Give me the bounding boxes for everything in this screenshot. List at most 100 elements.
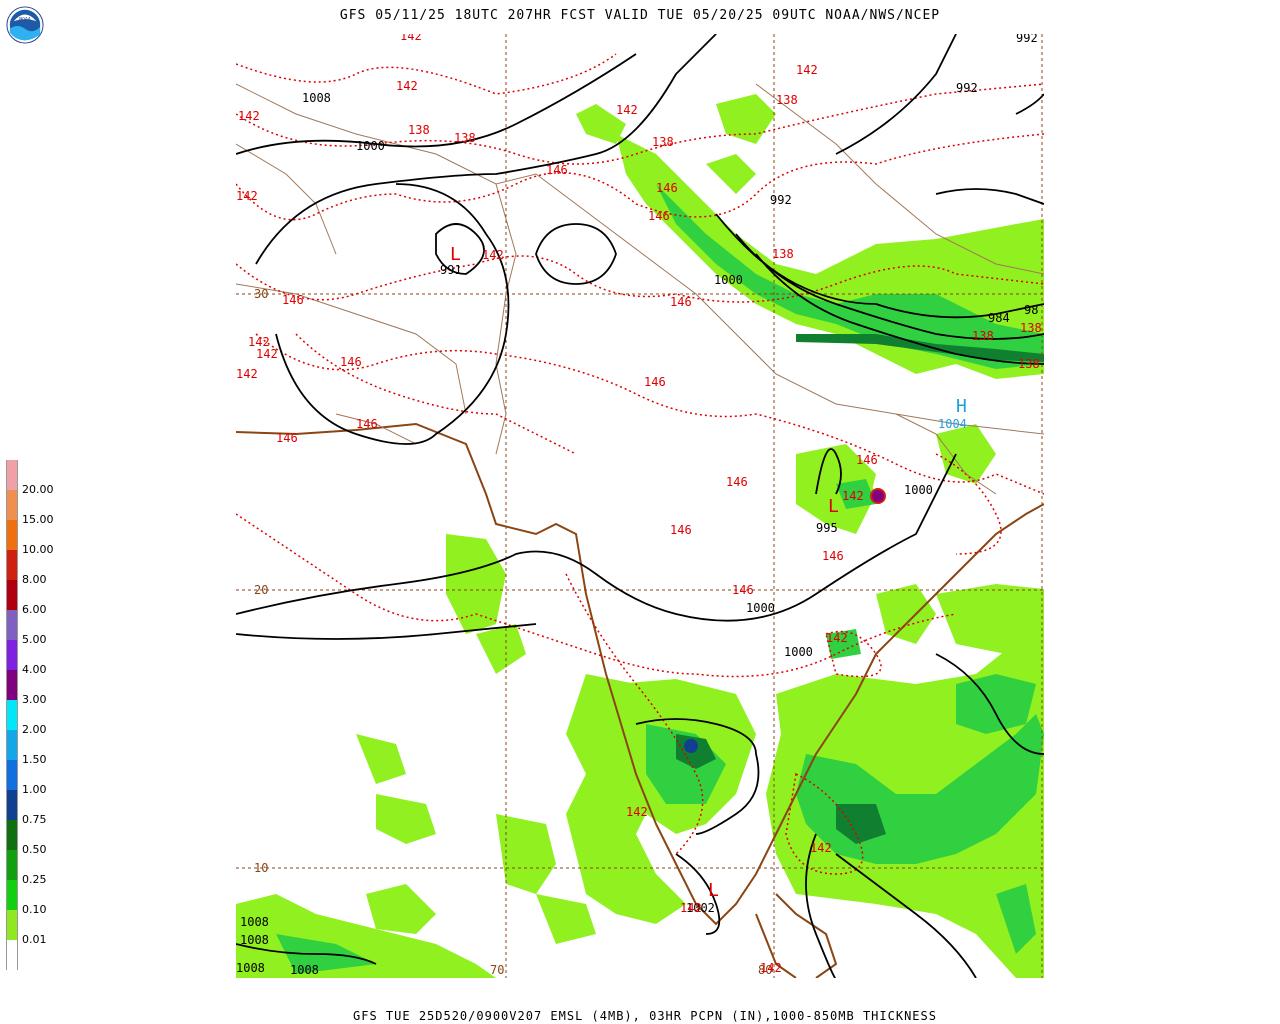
- legend-swatch: [6, 730, 18, 760]
- legend-label: 2.00: [22, 723, 47, 736]
- thickness-label: 146: [644, 375, 666, 389]
- isobar-label: 992: [956, 81, 978, 95]
- precip-legend: 20.00 15.00 10.00 8.00 6.00 5.00 4.00 3.00 2.00 1…: [6, 460, 66, 970]
- isobar-label: 1002: [686, 901, 715, 915]
- legend-label: 0.75: [22, 813, 47, 826]
- legend-swatch: [6, 910, 18, 940]
- weather-map: 30 20 10 70 80 1008 1000 992 992 992 991…: [235, 29, 1045, 980]
- thickness-label: 142: [256, 347, 278, 361]
- legend-swatch: [6, 550, 18, 580]
- legend-row: 3.00: [6, 670, 66, 706]
- thickness-label: 142: [396, 79, 418, 93]
- isobar-label: 1008: [240, 933, 269, 947]
- legend-label: 10.00: [22, 543, 54, 556]
- thickness-label: 142: [482, 248, 504, 262]
- legend-row: 0.50: [6, 820, 66, 856]
- thickness-label: 138: [652, 135, 674, 149]
- isobars: [235, 33, 1045, 980]
- isobar-label: 1004: [938, 417, 967, 431]
- legend-swatch: [6, 850, 18, 880]
- thickness-label: 146: [856, 453, 878, 467]
- legend-swatch: [6, 460, 18, 490]
- legend-row: 4.00: [6, 640, 66, 676]
- legend-swatch: [6, 790, 18, 820]
- thickness-label: 146: [546, 163, 568, 177]
- legend-row: 20.00: [6, 460, 66, 496]
- map-svg: 30 20 10 70 80 1008 1000 992 992 992 991…: [235, 29, 1045, 980]
- legend-label: 0.01: [22, 933, 47, 946]
- legend-row: 6.00: [6, 580, 66, 616]
- isobar-label: 1008: [290, 963, 319, 977]
- grid-labels: 30 20 10 70 80: [254, 287, 772, 977]
- isobar-labels: 1008 1000 992 992 992 991 1000 1000 1000…: [236, 31, 1038, 977]
- legend-label: 5.00: [22, 633, 47, 646]
- thickness-label: 146: [356, 417, 378, 431]
- isobar-label: 1008: [302, 91, 331, 105]
- thickness-label: 138: [776, 93, 798, 107]
- legend-label: 15.00: [22, 513, 54, 526]
- legend-row: 1.00: [6, 760, 66, 796]
- thickness-contours: [235, 53, 1045, 875]
- legend-label: 6.00: [22, 603, 47, 616]
- isobar-label: 1000: [356, 139, 385, 153]
- thickness-label: 142: [680, 901, 702, 915]
- thickness-label: 142: [842, 489, 864, 503]
- high-pressure-center: H: [956, 396, 967, 417]
- legend-label: 4.00: [22, 663, 47, 676]
- legend-row: 0.01: [6, 910, 66, 946]
- legend-label: 20.00: [22, 483, 54, 496]
- legend-row: 8.00: [6, 550, 66, 586]
- low-pressure-center: L: [450, 244, 461, 265]
- thickness-labels: 142 142 142 138 138 138 138 146 142 146 …: [236, 29, 1042, 975]
- lat-10-label: 10: [254, 861, 268, 875]
- legend-row: 5.00: [6, 610, 66, 646]
- lat-lon-grid: [236, 34, 1044, 978]
- thickness-label: 142: [826, 631, 848, 645]
- legend-swatch: [6, 880, 18, 910]
- legend-label: 0.25: [22, 873, 47, 886]
- isobar-label: 1000: [714, 273, 743, 287]
- thickness-label: 142: [238, 109, 260, 123]
- legend-swatch: [6, 490, 18, 520]
- isobar-label: 984: [988, 311, 1010, 325]
- low-pressure-center: L: [708, 880, 719, 901]
- legend-row: 1.50: [6, 730, 66, 766]
- thickness-label: 138: [1020, 321, 1042, 335]
- legend-swatch: [6, 760, 18, 790]
- isobar-label: 98: [1024, 303, 1038, 317]
- legend-swatch: [6, 520, 18, 550]
- thickness-label: 138: [454, 131, 476, 145]
- isobar-label: 991: [440, 263, 462, 277]
- legend-swatch: [6, 670, 18, 700]
- lat-20-label: 20: [254, 583, 268, 597]
- noaa-logo-icon: NOAA: [6, 6, 44, 44]
- legend-swatch: [6, 580, 18, 610]
- legend-row: 0.75: [6, 790, 66, 826]
- thickness-label: 138: [772, 247, 794, 261]
- legend-label: 0.10: [22, 903, 47, 916]
- thickness-label: 146: [670, 295, 692, 309]
- thickness-label: 146: [340, 355, 362, 369]
- coastlines: [235, 422, 1045, 979]
- isobar-label: 992: [1016, 34, 1038, 45]
- thickness-label: 142: [810, 841, 832, 855]
- legend-label: 1.50: [22, 753, 47, 766]
- thickness-label: 142: [796, 63, 818, 77]
- legend-swatch: [6, 940, 18, 970]
- lon-80-label: 80: [758, 963, 772, 977]
- legend-row: 0.10: [6, 880, 66, 916]
- isobar-label: 1008: [240, 915, 269, 929]
- thickness-label: 138: [408, 123, 430, 137]
- lon-70-label: 70: [490, 963, 504, 977]
- legend-row: 15.00: [6, 490, 66, 526]
- thickness-label: 146: [822, 549, 844, 563]
- legend-row: 0.25: [6, 850, 66, 886]
- thickness-label: 146: [648, 209, 670, 223]
- isobar-label: 992: [770, 193, 792, 207]
- thickness-label: 146: [656, 181, 678, 195]
- legend-row: 10.00: [6, 520, 66, 556]
- legend-swatch: [6, 640, 18, 670]
- precip-areas: [236, 94, 1044, 978]
- legend-label: 8.00: [22, 573, 47, 586]
- isobar-label: 1000: [904, 483, 933, 497]
